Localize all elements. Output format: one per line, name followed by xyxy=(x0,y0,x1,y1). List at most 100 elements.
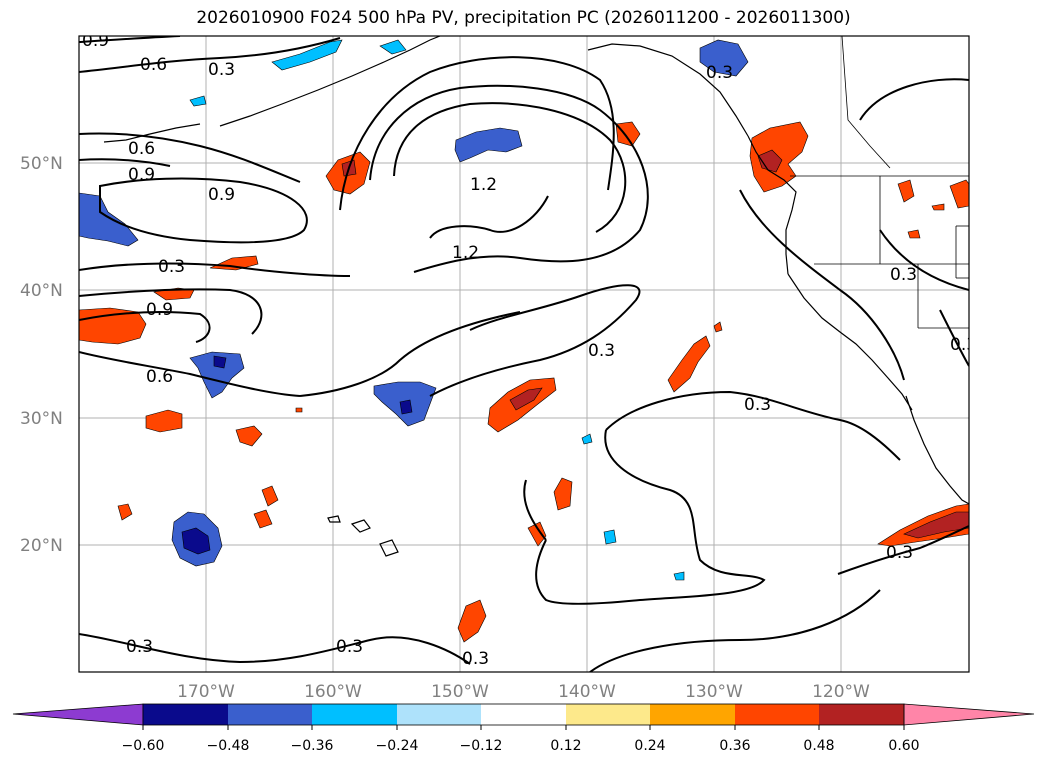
pos-cell-p xyxy=(261,485,279,507)
lon-label: 150°W xyxy=(431,682,489,702)
pv-contour-22 xyxy=(739,189,905,381)
pos-cell-e xyxy=(897,179,915,203)
lon-label: 170°W xyxy=(177,682,235,702)
neg-core-c2 xyxy=(399,399,413,415)
pos-cell-k xyxy=(295,407,303,413)
neg-cell-central-n xyxy=(454,127,523,163)
borders xyxy=(790,36,969,329)
neg-cell-small-a xyxy=(189,95,207,107)
colorbar-tick-label: 0.60 xyxy=(888,738,919,754)
colorbar-swatch xyxy=(397,704,481,725)
contour-label: 0.3 xyxy=(890,265,917,285)
colorbar-tick-label: 0.24 xyxy=(634,738,665,754)
pos-core-l xyxy=(509,387,543,411)
contour-label: 0.3 xyxy=(126,637,153,657)
coast-aleutians xyxy=(103,123,201,143)
pv-contour-14 xyxy=(299,311,521,397)
pv-contour-12 xyxy=(79,351,301,397)
map-panel: 0.9 0.6 0.3 0.6 0.9 0.9 1.2 1.2 0.3 0.3 … xyxy=(78,31,977,673)
precip-negative xyxy=(79,39,749,581)
pv-contour-1 xyxy=(79,37,341,73)
pos-cell-m xyxy=(667,335,711,393)
pv-contour-25 xyxy=(939,309,969,367)
contour-label: 0.3 xyxy=(336,637,363,657)
colorbar-tick-label: −0.12 xyxy=(460,738,503,754)
pv-contour-21 xyxy=(589,589,881,672)
lon-label: 130°W xyxy=(685,682,743,702)
contour-label: 0.6 xyxy=(140,55,167,75)
coast-california xyxy=(787,273,913,411)
pos-cell-h xyxy=(907,229,921,239)
longitude-labels: 170°W 160°W 150°W 140°W 130°W 120°W xyxy=(177,682,870,702)
colorbar-swatch xyxy=(650,704,735,725)
lat-label: 50°N xyxy=(20,154,63,174)
contour-label: 0.9 xyxy=(128,165,155,185)
pos-core-vancouver xyxy=(757,149,783,173)
pos-cell-s xyxy=(527,521,547,547)
colorbar-swatch xyxy=(819,704,904,725)
contour-label: 0.3 xyxy=(462,649,489,669)
coast-baja xyxy=(905,395,969,505)
contour-labels: 0.9 0.6 0.3 0.6 0.9 0.9 1.2 1.2 0.3 0.3 … xyxy=(82,31,977,669)
contour-label: 0.3 xyxy=(950,335,977,355)
colorbar-swatch xyxy=(481,704,566,725)
contour-label: 0.3 xyxy=(158,257,185,277)
colorbar-swatch xyxy=(566,704,650,725)
pv-contour-17 xyxy=(535,429,766,605)
coast-alaska-peninsula xyxy=(219,36,441,127)
colorbar-tick-label: −0.48 xyxy=(207,738,250,754)
lon-label: 120°W xyxy=(812,682,870,702)
coast-hawaii-a xyxy=(327,515,341,523)
colorbar-tick-label: 0.48 xyxy=(803,738,834,754)
pv-contour-24 xyxy=(879,229,969,291)
neg-cell-small-c xyxy=(603,529,617,545)
colorbar-ticks xyxy=(142,725,905,730)
pv-contour-10 xyxy=(79,288,263,335)
lon-label: 140°W xyxy=(558,682,616,702)
coast-hawaii-c xyxy=(379,539,399,557)
pv-contour-16 xyxy=(605,390,901,461)
pv-contour-23 xyxy=(859,78,969,121)
pv-contours xyxy=(79,36,969,672)
contour-label: 0.9 xyxy=(146,300,173,320)
contour-label: 0.9 xyxy=(82,31,109,51)
pos-cell-n xyxy=(713,321,723,333)
neg-cell-c1 xyxy=(189,351,245,399)
contour-label: 0.3 xyxy=(706,63,733,83)
pv-contour-18 xyxy=(523,479,547,541)
pv-contour-19 xyxy=(79,633,471,665)
pv-contour-2 xyxy=(79,36,181,43)
contour-label: 0.6 xyxy=(128,139,155,159)
pos-cell-t xyxy=(457,599,487,643)
pos-cell-o xyxy=(553,477,573,511)
pos-core-baja xyxy=(903,511,969,539)
contour-label: 0.6 xyxy=(146,367,173,387)
pos-cell-d xyxy=(615,121,641,147)
contour-label: 0.3 xyxy=(744,395,771,415)
colorbar-arrow-left xyxy=(12,703,144,726)
colorbar-swatch xyxy=(312,704,397,725)
neg-cell-alaska-b xyxy=(379,39,407,55)
pv-contour-13 xyxy=(79,262,351,277)
neg-cell-small-d xyxy=(673,571,685,581)
colorbar: −0.60 −0.48 −0.36 −0.24 −0.12 0.12 0.24 … xyxy=(12,703,1035,754)
colorbar-tick-label: 0.36 xyxy=(719,738,750,754)
lat-label: 30°N xyxy=(20,409,63,429)
pv-contour-7 xyxy=(369,84,649,273)
neg-cell-small-b xyxy=(581,433,593,445)
coast-hawaii-b xyxy=(350,519,371,533)
pos-cell-i xyxy=(145,409,183,433)
precip-positive xyxy=(79,121,969,643)
contour-label: 0.3 xyxy=(588,341,615,361)
neg-cell-west-edge xyxy=(79,192,139,247)
map-title: 2026010900 F024 500 hPa PV, precipitatio… xyxy=(196,8,851,28)
colorbar-swatch xyxy=(143,704,228,725)
neg-cell-alaska-a xyxy=(271,39,343,71)
pos-cell-g xyxy=(931,203,945,211)
contour-label: 0.3 xyxy=(208,60,235,80)
lon-label: 160°W xyxy=(304,682,362,702)
pv-contour-4 xyxy=(79,158,171,167)
pv-contour-11 xyxy=(79,311,211,343)
colorbar-swatch xyxy=(228,704,312,725)
pv-contour-20 xyxy=(837,525,969,575)
